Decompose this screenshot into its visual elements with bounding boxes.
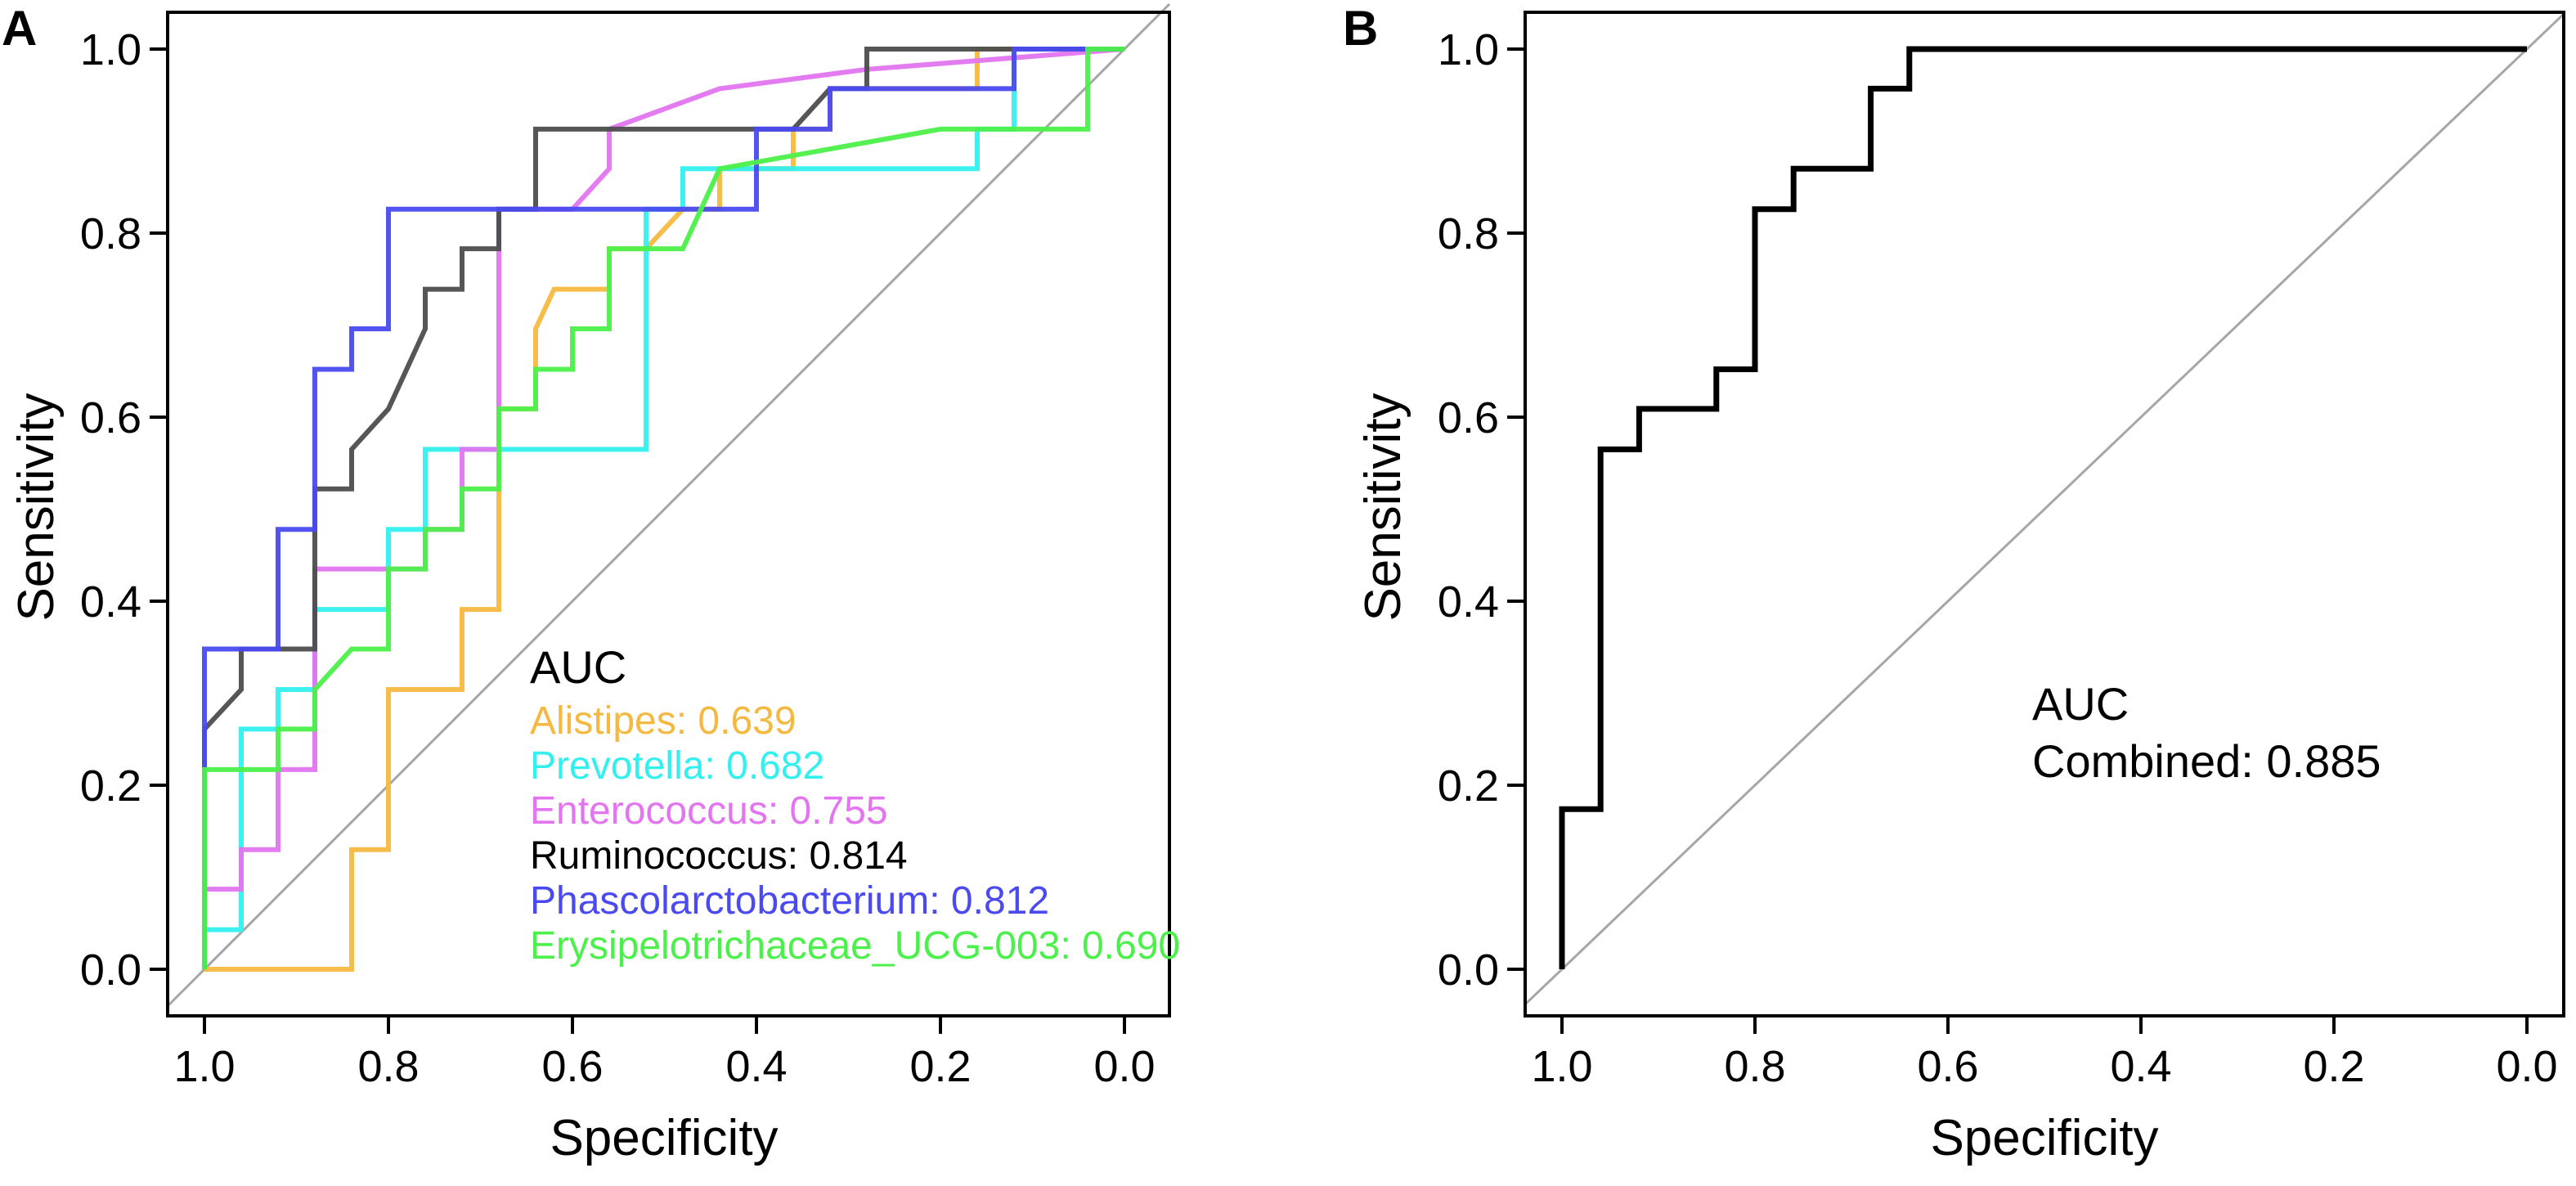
legend-auc-value: 0.690 bbox=[1082, 924, 1180, 968]
x-tick-label: 0.0 bbox=[1093, 1042, 1155, 1091]
x-tick-label: 0.6 bbox=[1917, 1042, 1978, 1091]
y-tick-label: 0.6 bbox=[80, 393, 141, 443]
plot-frame bbox=[166, 11, 1171, 1018]
legend-auc-value: 0.682 bbox=[726, 744, 824, 788]
y-tick-label: 0.4 bbox=[1438, 577, 1499, 627]
legend-entry: Enterococcus: 0.755 bbox=[530, 789, 888, 833]
legend-auc-value: 0.755 bbox=[789, 789, 887, 833]
legend-entry: Ruminococcus: 0.814 bbox=[530, 834, 908, 878]
legend-title: AUC bbox=[2032, 678, 2129, 730]
panel-label: A bbox=[2, 1, 37, 56]
legend-auc-value: 0.885 bbox=[2266, 735, 2381, 787]
legend-auc-value: 0.812 bbox=[951, 879, 1049, 923]
legend-colon: : bbox=[929, 879, 951, 923]
legend-title: AUC bbox=[530, 641, 626, 693]
legend-entry: Phascolarctobacterium: 0.812 bbox=[530, 879, 1049, 923]
x-tick-label: 0.0 bbox=[2496, 1042, 2557, 1091]
x-tick-label: 1.0 bbox=[173, 1042, 235, 1091]
reference-diagonal bbox=[166, 2, 1171, 1008]
legend-colon: : bbox=[1060, 924, 1082, 968]
x-tick-label: 0.8 bbox=[357, 1042, 419, 1091]
legend-colon: : bbox=[788, 834, 810, 878]
legend-auc-value: 0.639 bbox=[698, 699, 796, 743]
legend-colon: : bbox=[2241, 735, 2266, 787]
legend-auc-value: 0.814 bbox=[809, 834, 907, 878]
y-tick-label: 1.0 bbox=[80, 25, 141, 74]
x-axis-title: Specificity bbox=[550, 1110, 778, 1166]
y-tick-label: 0.0 bbox=[1438, 946, 1499, 995]
y-tick-label: 0.6 bbox=[1438, 393, 1499, 443]
x-tick-label: 0.4 bbox=[725, 1042, 787, 1091]
y-tick-label: 0.8 bbox=[1438, 209, 1499, 258]
roc-curve-combined bbox=[1559, 46, 2527, 969]
legend-entry: Combined: 0.885 bbox=[2032, 735, 2381, 787]
roc-curve-phascolarctobacterium bbox=[202, 47, 1124, 969]
panel-a: A 1.0 0.8 0.6 0.4 0.2 0.0 0.0 0.2 0.4 0.6 0.8 1.0 Spe… bbox=[2, 1, 1180, 1166]
y-axis-title: Sensitivity bbox=[8, 393, 65, 621]
legend-entry: Alistipes: 0.639 bbox=[530, 699, 797, 743]
legend-series-name: Ruminococcus bbox=[530, 834, 788, 878]
roc-curve-erysipelotrichaceae_ucg-003 bbox=[202, 47, 1124, 969]
legend-series-name: Prevotella bbox=[530, 744, 705, 788]
x-tick-label: 0.2 bbox=[909, 1042, 971, 1091]
panel-b: B 1.0 0.8 0.6 0.4 0.2 0.0 0.0 0.2 0.4 0.6 0.8 1.0 Spe… bbox=[1343, 1, 2565, 1166]
x-tick-label: 0.4 bbox=[2110, 1042, 2171, 1091]
legend-series-name: Alistipes bbox=[530, 699, 676, 743]
legend-colon: : bbox=[676, 699, 698, 743]
x-tick-label: 0.2 bbox=[2303, 1042, 2364, 1091]
legend-series-name: Combined bbox=[2032, 735, 2241, 787]
y-axis-title: Sensitivity bbox=[1355, 393, 1411, 621]
legend-entry: Erysipelotrichaceae_UCG-003: 0.690 bbox=[530, 924, 1180, 968]
y-tick-label: 1.0 bbox=[1438, 25, 1499, 74]
y-tick-label: 0.4 bbox=[80, 577, 141, 627]
legend-series-name: Phascolarctobacterium bbox=[530, 879, 929, 923]
legend-series-name: Erysipelotrichaceae_UCG-003 bbox=[530, 924, 1060, 968]
x-tick-label: 1.0 bbox=[1531, 1042, 1592, 1091]
legend-colon: : bbox=[704, 744, 726, 788]
reference-diagonal bbox=[1524, 13, 2565, 1005]
plot-frame bbox=[1524, 11, 2565, 1018]
y-tick-label: 0.0 bbox=[80, 946, 141, 995]
panel-label: B bbox=[1343, 1, 1378, 56]
x-tick-label: 0.8 bbox=[1724, 1042, 1785, 1091]
legend-series-name: Enterococcus bbox=[530, 789, 768, 833]
y-tick-label: 0.2 bbox=[80, 761, 141, 811]
legend-entry: Prevotella: 0.682 bbox=[530, 744, 824, 788]
y-tick-label: 0.8 bbox=[80, 209, 141, 258]
x-axis-title: Specificity bbox=[1930, 1110, 2158, 1166]
legend-colon: : bbox=[768, 789, 790, 833]
x-tick-label: 0.6 bbox=[541, 1042, 603, 1091]
y-tick-label: 0.2 bbox=[1438, 761, 1499, 811]
